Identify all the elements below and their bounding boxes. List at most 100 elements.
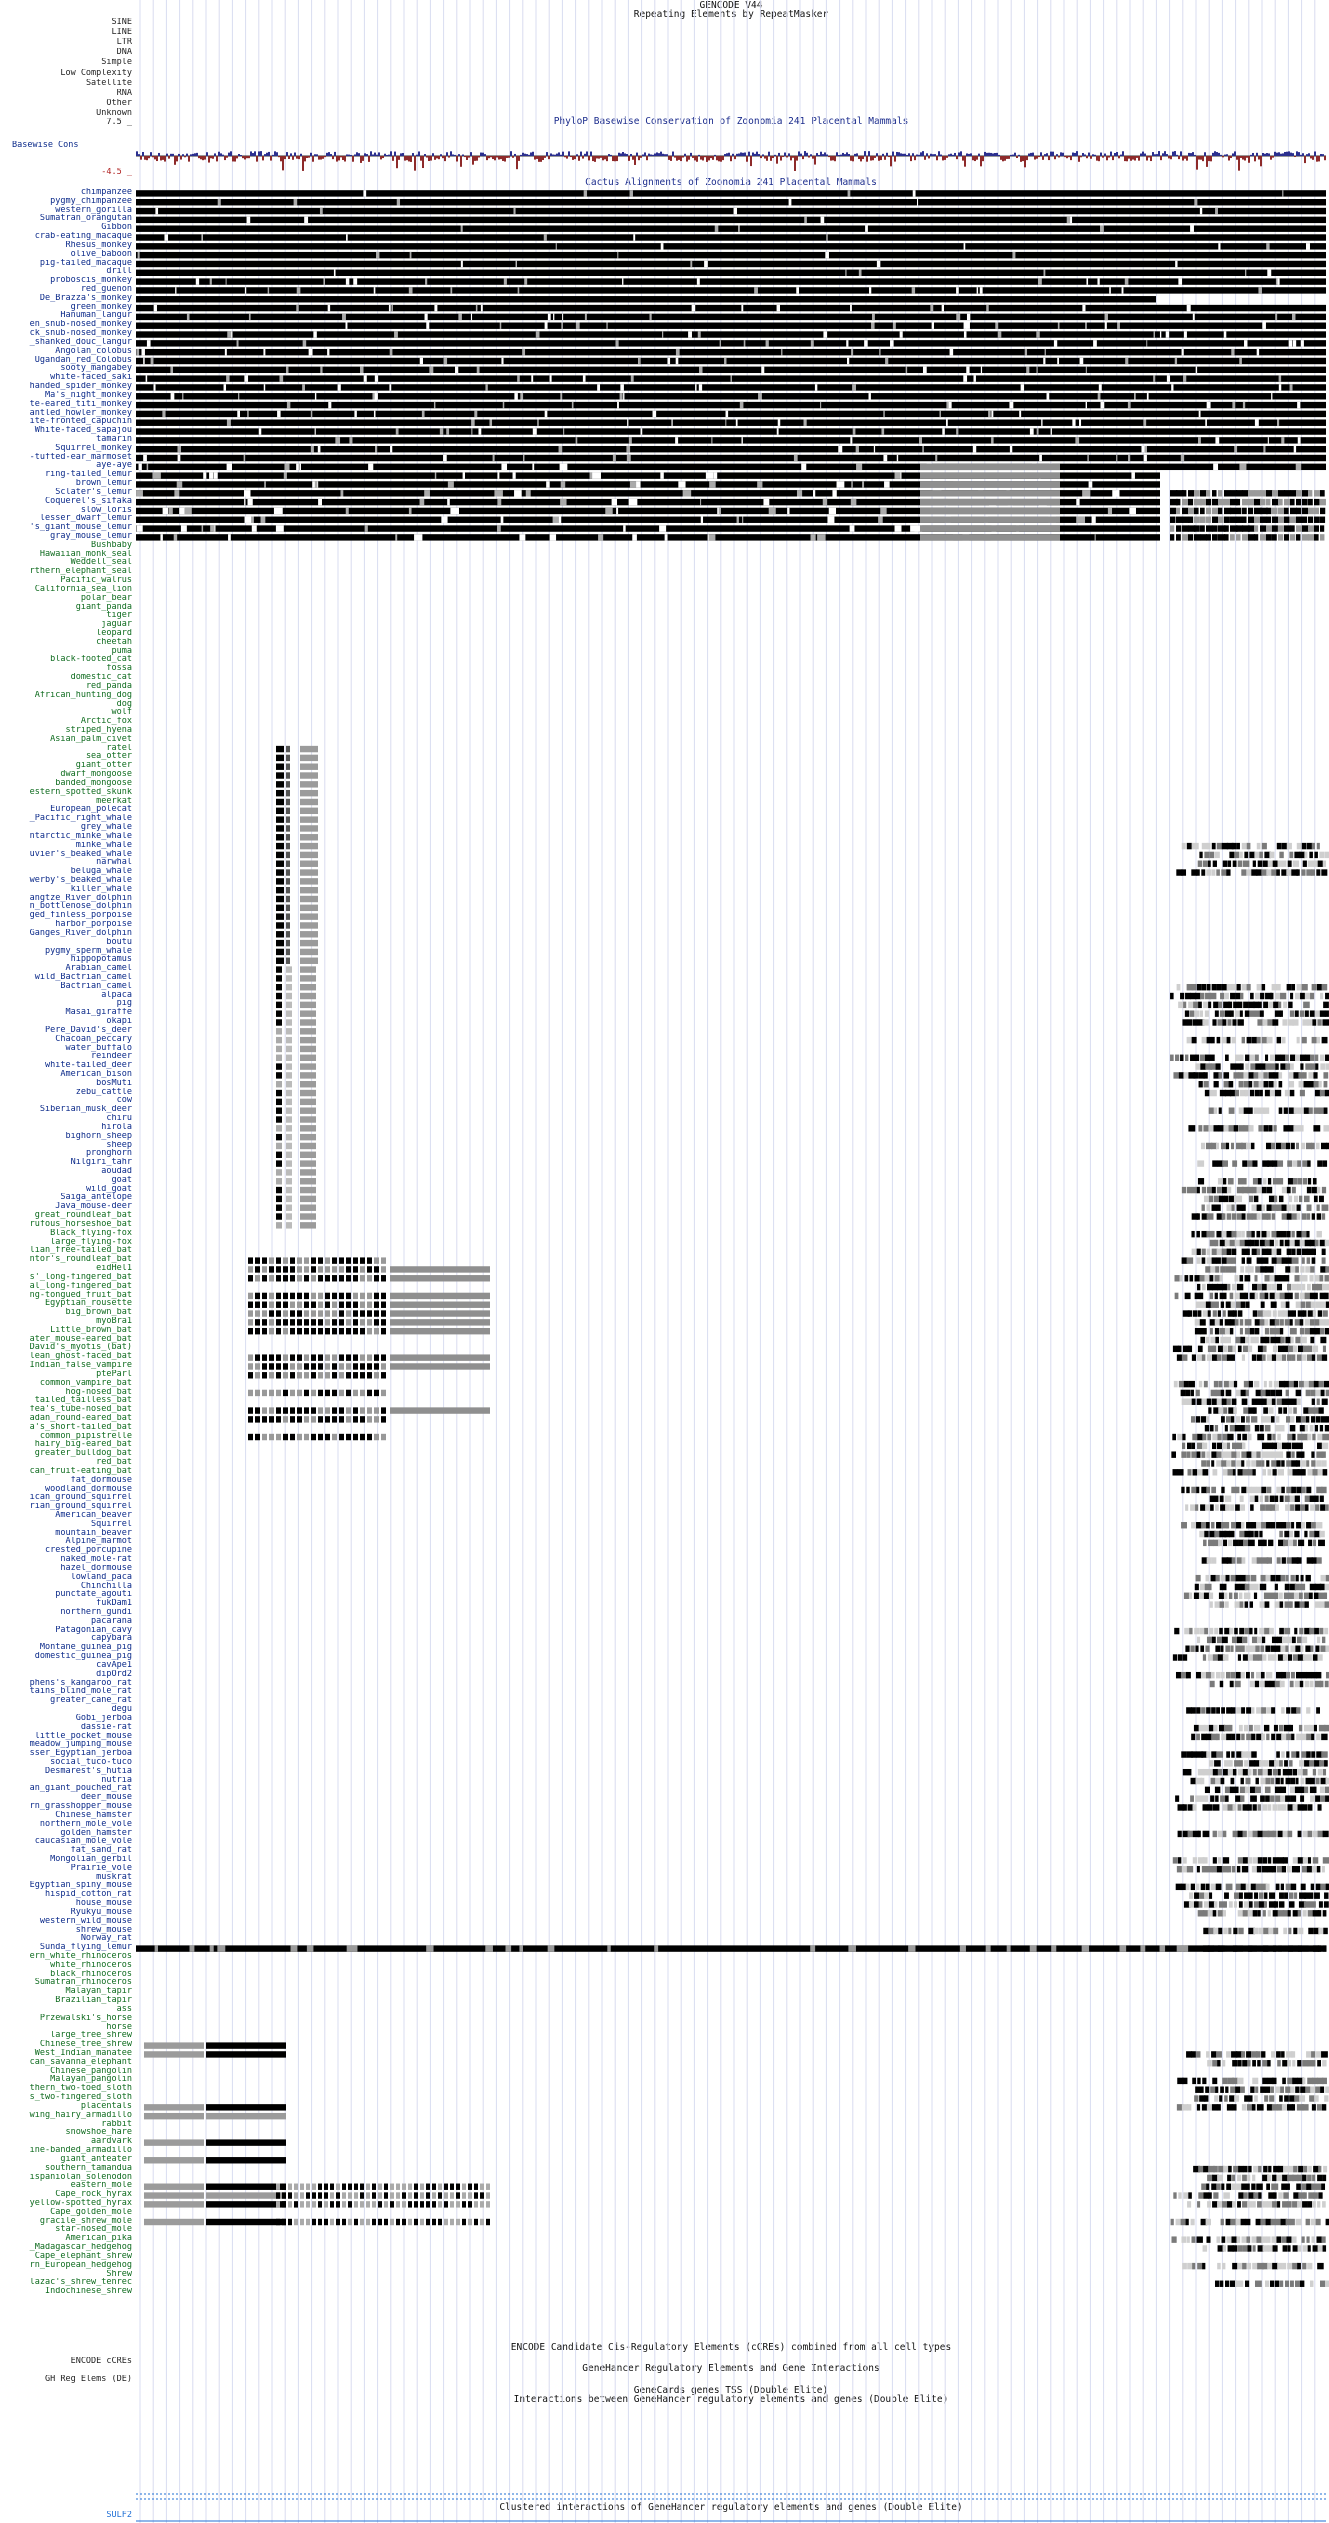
species-label[interactable]: rian_ground_squirrel [29, 1502, 132, 1511]
species-label[interactable]: shrew_mouse [75, 1925, 132, 1935]
species-label[interactable]: -tufted-ear_marmoset [29, 452, 132, 462]
species-label[interactable]: Ryukyu_mouse [70, 1907, 132, 1917]
species-label[interactable]: werby's_beaked_whale [29, 875, 132, 885]
species-label[interactable]: aardvark [91, 2137, 132, 2147]
species-label[interactable]: pygmy_sperm_whale [45, 946, 132, 956]
species-label[interactable]: Chacoan_peccary [55, 1034, 132, 1044]
species-label[interactable]: American_pika [65, 2234, 132, 2244]
species-label[interactable]: hazel_dormouse [60, 1563, 132, 1573]
species-label[interactable]: Sumatran_orangutan [39, 214, 132, 224]
species-label[interactable]: African_hunting_dog [34, 690, 132, 700]
species-label[interactable]: dog [116, 699, 132, 709]
species-label[interactable]: pronghorn [85, 1149, 132, 1159]
species-label[interactable]: Java_mouse-deer [55, 1202, 132, 1212]
species-label[interactable]: hog-nosed_bat [65, 1387, 132, 1397]
species-label[interactable]: thern_two-toed_sloth [29, 2084, 132, 2094]
species-label[interactable]: Asian_palm_civet [50, 734, 132, 744]
species-label[interactable]: Przewalski's_horse [39, 2013, 132, 2023]
species-label[interactable]: domestic_guinea_pig [34, 1652, 132, 1661]
species-label[interactable]: s_two-fingered_sloth [29, 2093, 132, 2102]
species-label[interactable]: aye-aye [96, 461, 132, 471]
species-label[interactable]: cow [116, 1096, 132, 1106]
species-label[interactable]: northern_gundi [60, 1608, 132, 1617]
species-label[interactable]: reindeer [91, 1052, 132, 1062]
species-label[interactable]: great_roundleaf_bat [34, 1211, 132, 1220]
species-label[interactable]: handed_spider_monkey [29, 382, 132, 391]
species-label[interactable]: bosMuti [96, 1078, 132, 1088]
species-label[interactable]: estern_spotted_skunk [29, 787, 132, 797]
species-label[interactable]: white-faced_saki [50, 373, 132, 383]
species-label[interactable]: Malayan_pangolin [50, 2075, 132, 2085]
species-label[interactable]: ine-banded_armadillo [29, 2146, 132, 2155]
species-label[interactable]: wing_hairy_armadillo [29, 2110, 132, 2120]
species-label[interactable]: deer_mouse [80, 1793, 132, 1803]
species-label[interactable]: Bushbaby [91, 540, 132, 550]
species-label[interactable]: adan_round-eared_bat [29, 1413, 132, 1423]
species-label[interactable]: uvier's_beaked_whale [29, 849, 132, 859]
species-label[interactable]: al_long-fingered_bat [29, 1281, 132, 1291]
species-label[interactable]: greater_bulldog_bat [34, 1449, 132, 1459]
species-label[interactable]: Angolan_colobus [55, 346, 132, 356]
clustered-track-title[interactable]: Clustered interactions of GeneHancer reg… [499, 2502, 963, 2513]
species-label[interactable]: ratel [106, 743, 132, 753]
species-label[interactable]: rn_grasshopper_mouse [29, 1802, 132, 1811]
species-label[interactable]: harbor_porpoise [55, 920, 132, 929]
species-label[interactable]: Squirrel [91, 1519, 132, 1529]
phylop-track-title[interactable]: PhyloP Basewise Conservation of Zoonomia… [553, 116, 909, 127]
species-label[interactable]: common_pipistrelle [39, 1431, 132, 1441]
encode-track-label[interactable]: ENCODE cCREs [70, 2357, 132, 2366]
species-label[interactable]: hairy_big-eared_bat [34, 1440, 132, 1450]
species-label[interactable]: Pere_David's_deer [45, 1025, 132, 1035]
species-label[interactable]: western_gorilla [55, 205, 132, 215]
rmsk-track-title[interactable]: Repeating Elements by RepeatMasker [633, 9, 829, 20]
species-label[interactable]: Egyptian_spiny_mouse [29, 1881, 132, 1891]
species-label[interactable]: s'_long-fingered_bat [29, 1272, 132, 1282]
species-label[interactable]: proboscis_monkey [50, 276, 132, 285]
gencode-track-title[interactable]: GENCODE V44 [699, 0, 763, 11]
species-label[interactable]: crested_porcupine [45, 1546, 132, 1556]
species-label[interactable]: hippopotamus [70, 955, 132, 965]
species-label[interactable]: can_fruit-eating_bat [29, 1466, 132, 1476]
species-label[interactable]: Pacific_walrus [60, 576, 132, 585]
species-label[interactable]: Little_brown_bat [50, 1325, 132, 1335]
species-label[interactable]: Prairie_vole [70, 1863, 132, 1873]
cactus-track-title[interactable]: Cactus Alignments of Zoonomia 241 Placen… [585, 177, 877, 188]
species-label[interactable]: rthern_elephant_seal [29, 567, 132, 577]
species-label[interactable]: meadow_jumping_mouse [29, 1740, 132, 1750]
species-label[interactable]: phens's_kangaroo_rat [29, 1678, 132, 1688]
species-label[interactable]: sea_otter [85, 752, 132, 762]
species-label[interactable]: golden_hamster [60, 1828, 132, 1838]
phylop-track-label[interactable]: Basewise Cons [12, 141, 79, 150]
species-label[interactable]: Arabian_camel [65, 964, 132, 973]
species-label[interactable]: ring-tailed_lemur [45, 470, 132, 480]
species-label[interactable]: Hawaiian_monk_seal [39, 549, 132, 559]
species-label[interactable]: fea's_tube-nosed_bat [29, 1405, 132, 1414]
species-label[interactable]: mountain_beaver [55, 1528, 132, 1538]
species-label[interactable]: Weddell_seal [70, 558, 132, 568]
species-label[interactable]: fat_dormouse [70, 1475, 132, 1485]
species-label[interactable]: n_bottlenose_dolphin [29, 902, 132, 912]
species-label[interactable]: Rhesus_monkey [65, 240, 132, 250]
species-label[interactable]: white_rhinoceros [50, 1960, 132, 1970]
interactions-track-title[interactable]: Interactions between GeneHancer regulato… [513, 2394, 949, 2405]
species-label[interactable]: western_wild_mouse [39, 1916, 132, 1926]
species-label[interactable]: De_Brazza's_monkey [39, 293, 132, 303]
species-label[interactable]: northern_mole_vole [39, 1819, 132, 1829]
species-label[interactable]: ican_ground_squirrel [29, 1493, 132, 1503]
species-label[interactable]: red_panda [85, 681, 132, 691]
species-label[interactable]: Cape_elephant_shrew [34, 2251, 132, 2261]
species-label[interactable]: large_flying-fox [50, 1237, 132, 1247]
species-label[interactable]: Siberian_musk_deer [39, 1105, 132, 1115]
species-label[interactable]: myoBra1 [96, 1316, 132, 1326]
species-label[interactable]: tamarin [96, 434, 132, 444]
species-label[interactable]: angtze_River_dolphin [29, 893, 132, 903]
species-label[interactable]: Hanuman_langur [60, 311, 132, 321]
species-label[interactable]: _shanked_douc_langur [29, 337, 132, 347]
species-label[interactable]: lowland_paca [70, 1572, 132, 1582]
species-label[interactable]: ispaniolan_solenodon [29, 2172, 132, 2182]
species-label[interactable]: _Pacific_right_whale [29, 814, 132, 824]
species-label[interactable]: fukDam1 [96, 1599, 132, 1608]
species-label[interactable]: cheetah [96, 637, 132, 647]
species-label[interactable]: zebu_cattle [75, 1087, 132, 1097]
species-label[interactable]: bighorn_sheep [65, 1131, 132, 1141]
